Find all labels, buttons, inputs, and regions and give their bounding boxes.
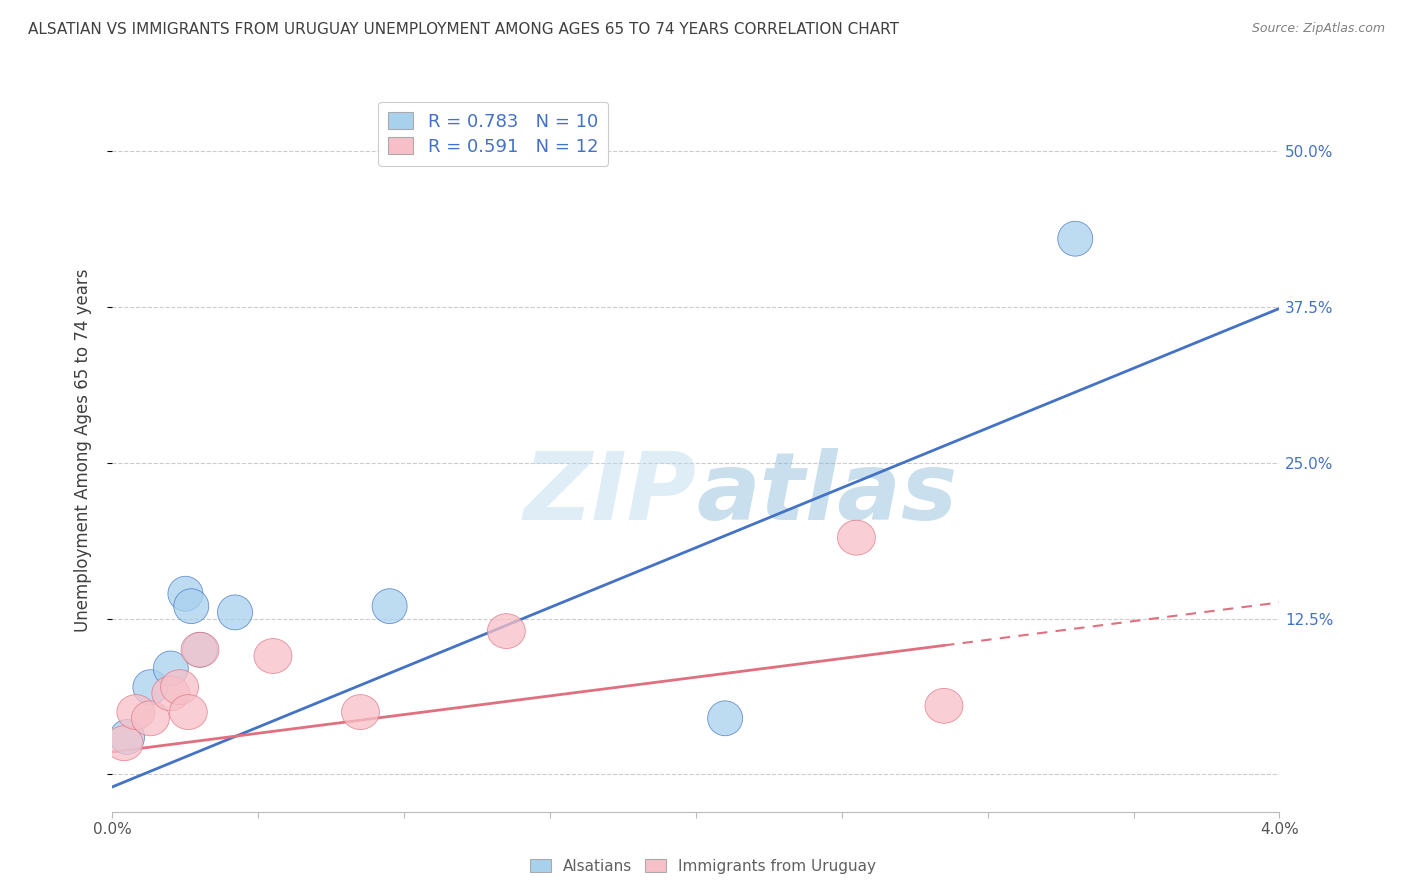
Ellipse shape (167, 576, 202, 611)
Ellipse shape (373, 589, 408, 624)
Ellipse shape (183, 632, 218, 667)
Text: ZIP: ZIP (523, 448, 696, 540)
Ellipse shape (342, 695, 380, 730)
Ellipse shape (160, 670, 198, 705)
Ellipse shape (218, 595, 253, 630)
Text: ALSATIAN VS IMMIGRANTS FROM URUGUAY UNEMPLOYMENT AMONG AGES 65 TO 74 YEARS CORRE: ALSATIAN VS IMMIGRANTS FROM URUGUAY UNEM… (28, 22, 898, 37)
Ellipse shape (925, 689, 963, 723)
Ellipse shape (169, 695, 207, 730)
Ellipse shape (174, 589, 208, 624)
Ellipse shape (152, 676, 190, 711)
Y-axis label: Unemployment Among Ages 65 to 74 years: Unemployment Among Ages 65 to 74 years (73, 268, 91, 632)
Ellipse shape (131, 701, 169, 736)
Ellipse shape (134, 670, 167, 705)
Ellipse shape (707, 701, 742, 736)
Ellipse shape (181, 632, 219, 667)
Ellipse shape (110, 720, 145, 755)
Ellipse shape (488, 614, 526, 648)
Text: Source: ZipAtlas.com: Source: ZipAtlas.com (1251, 22, 1385, 36)
Ellipse shape (105, 726, 143, 761)
Ellipse shape (1057, 221, 1092, 256)
Legend: R = 0.783   N = 10, R = 0.591   N = 12: R = 0.783 N = 10, R = 0.591 N = 12 (378, 102, 609, 166)
Legend: Alsatians, Immigrants from Uruguay: Alsatians, Immigrants from Uruguay (523, 853, 883, 880)
Ellipse shape (838, 520, 876, 555)
Ellipse shape (117, 695, 155, 730)
Ellipse shape (153, 651, 188, 686)
Ellipse shape (254, 639, 292, 673)
Text: atlas: atlas (696, 448, 957, 540)
